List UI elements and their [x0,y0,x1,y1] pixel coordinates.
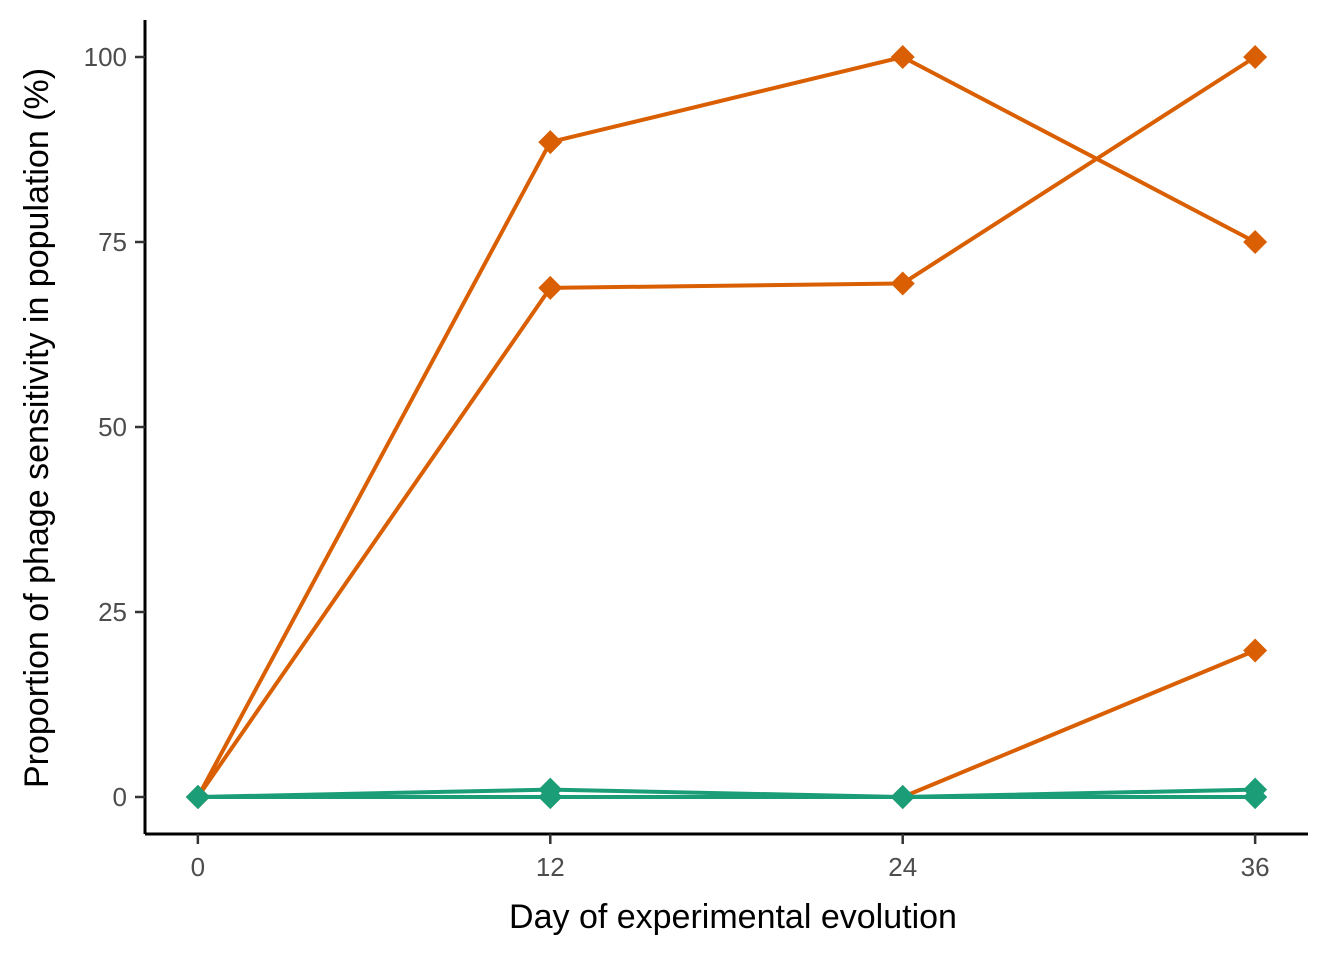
x-tick-label: 12 [536,852,565,882]
series-2-line [196,55,1257,799]
x-tick-label: 36 [1241,852,1270,882]
y-tick-label: 75 [98,227,127,257]
series-2-point [538,275,563,300]
series-6-point [890,785,915,809]
series-6-point [1243,785,1268,809]
series-layer [185,45,1268,809]
ticks-layer: 0 12 24 36 0 25 50 75 100 [84,42,1270,882]
series-3-point [1243,638,1268,663]
series-3 [185,638,1268,809]
y-tick-label: 25 [98,597,127,627]
series-1 [185,45,1268,809]
x-tick-label: 0 [191,852,205,882]
series-6-point [185,785,210,809]
series-1-point [1243,230,1268,254]
series-6 [185,785,1268,809]
series-6-point [538,785,563,809]
y-tick-label: 50 [98,412,127,442]
series-3-line [197,648,1256,799]
series-4 [185,777,1268,809]
y-tick-label: 100 [84,42,127,72]
series-1-point [538,130,563,155]
y-tick-label: 0 [113,782,127,812]
axes-layer [143,20,1308,836]
series-2 [185,45,1268,809]
x-axis-title: Day of experimental evolution [509,898,957,936]
series-4-line [197,787,1256,799]
series-2-point [890,271,915,296]
series-1-point [890,45,915,69]
x-tick-label: 24 [888,852,917,882]
y-axis-title: Proportion of phage sensitivity in popul… [18,68,56,788]
series-1-line [196,55,1257,798]
series-2-point [1243,45,1268,69]
